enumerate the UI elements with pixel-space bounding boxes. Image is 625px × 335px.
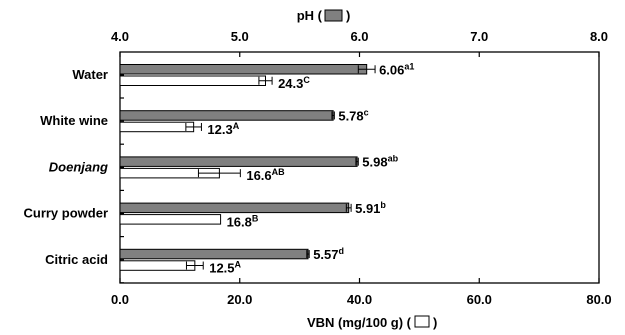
ph-bar xyxy=(119,156,358,167)
ph-data-label: 6.06a1 xyxy=(379,61,414,77)
vbn-significance-letter: C xyxy=(303,75,310,85)
ph-value: 5.78 xyxy=(338,108,363,123)
vbn-value: 24.3 xyxy=(278,76,303,91)
bottom-axis-title: VBN (mg/100 g) ( xyxy=(307,315,412,330)
plot-area-border xyxy=(119,51,600,284)
top-axis-legend-swatch xyxy=(324,9,343,22)
vbn-value: 12.3 xyxy=(207,122,232,137)
top-axis-tick-label: 7.0 xyxy=(470,29,488,44)
vbn-significance-letter: A xyxy=(233,121,240,131)
ph-significance-letter: ab xyxy=(388,154,399,164)
vbn-value: 16.8 xyxy=(227,214,252,229)
ph-data-label: 5.57d xyxy=(313,246,344,262)
vbn-bar xyxy=(119,214,222,225)
ph-data-label: 5.78c xyxy=(338,107,368,123)
category-label: Water xyxy=(72,67,108,82)
ph-value: 5.98 xyxy=(362,155,387,170)
category-label: White wine xyxy=(40,113,108,128)
top-axis-tick-label: 4.0 xyxy=(111,29,129,44)
category-label: Doenjang xyxy=(49,159,108,174)
bars xyxy=(119,64,376,271)
ph-value: 6.06 xyxy=(379,62,404,77)
ph-significance-letter: b xyxy=(380,200,386,210)
bottom-axis-tick-label: 20.0 xyxy=(227,292,252,307)
vbn-bar xyxy=(119,75,266,86)
top-axis-tick-label: 8.0 xyxy=(590,29,608,44)
bottom-axis-tick-label: 0.0 xyxy=(111,292,129,307)
vbn-data-label: 12.5A xyxy=(209,260,241,276)
vbn-data-label: 24.3C xyxy=(278,75,310,91)
ph-significance-letter: a1 xyxy=(404,61,414,71)
bottom-axis-tick-label: 40.0 xyxy=(347,292,372,307)
ph-data-label: 5.98ab xyxy=(362,154,398,170)
ph-significance-letter: d xyxy=(339,246,345,256)
ph-bar xyxy=(119,202,350,214)
top-axis-tick-label: 6.0 xyxy=(350,29,368,44)
vbn-bar xyxy=(119,260,196,271)
category-label: Citric acid xyxy=(45,252,108,267)
bottom-axis-legend-swatch xyxy=(414,315,430,328)
top-axis-title-close: ) xyxy=(346,8,350,23)
top-axis-title: pH ( xyxy=(297,8,323,23)
vbn-significance-letter: A xyxy=(235,260,242,270)
plot-frame xyxy=(119,51,600,284)
bottom-axis-title-close: ) xyxy=(433,315,437,330)
vbn-value: 16.6 xyxy=(246,168,271,183)
ph-bar xyxy=(119,110,334,121)
vbn-data-label: 12.3A xyxy=(207,121,239,137)
top-axis-tick-label: 5.0 xyxy=(231,29,249,44)
ph-significance-letter: c xyxy=(364,107,369,117)
bottom-axis-tick-label: 80.0 xyxy=(586,292,611,307)
ph-bar xyxy=(119,248,309,260)
vbn-significance-letter: B xyxy=(252,213,259,223)
category-label: Curry powder xyxy=(23,206,108,221)
vbn-value: 12.5 xyxy=(209,261,234,276)
bottom-axis-tick-label: 60.0 xyxy=(467,292,492,307)
vbn-significance-letter: AB xyxy=(272,167,285,177)
ph-data-label: 5.91b xyxy=(355,200,386,216)
axis-ticks: 4.0 5.0 6.0 7.0 8.0 pH () 0.0 20.0 40.0 60.0 80.0 V… xyxy=(111,8,612,330)
vbn-data-label: 16.6AB xyxy=(246,167,285,183)
ph-value: 5.57 xyxy=(313,247,338,262)
vbn-bar xyxy=(119,121,195,133)
vbn-data-label: 16.8B xyxy=(227,213,259,229)
ph-bar xyxy=(119,64,368,75)
ph-value: 5.91 xyxy=(355,201,380,216)
